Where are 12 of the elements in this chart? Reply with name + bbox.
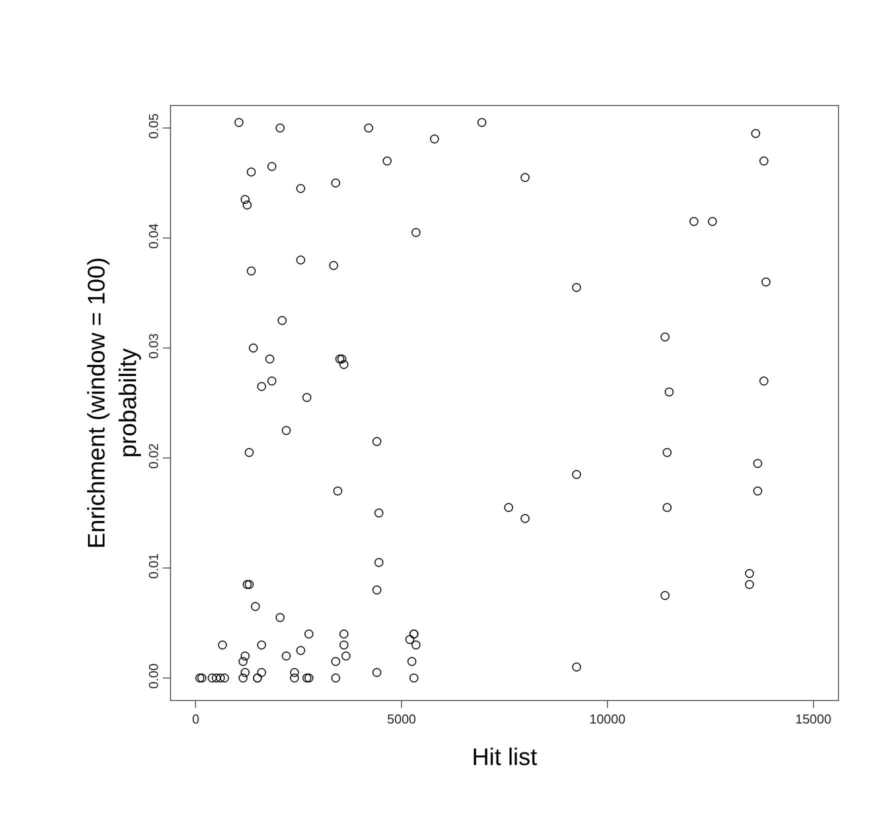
y-tick-label: 0.05 [146,113,161,139]
x-tick-label: 0 [192,712,200,727]
x-tick-label: 15000 [795,712,832,727]
y-tick-label: 0.03 [146,333,161,359]
x-tick-label: 5000 [387,712,416,727]
y-tick-label: 0.04 [146,223,161,249]
y-axis-title: Enrichment (window = 100) probability [84,257,142,549]
x-tick-label: 10000 [589,712,626,727]
x-axis-title: Hit list [472,744,538,771]
y-tick-label: 0.02 [146,443,161,469]
y-tick-label: 0.00 [146,663,161,689]
y-tick-label: 0.01 [146,553,161,579]
